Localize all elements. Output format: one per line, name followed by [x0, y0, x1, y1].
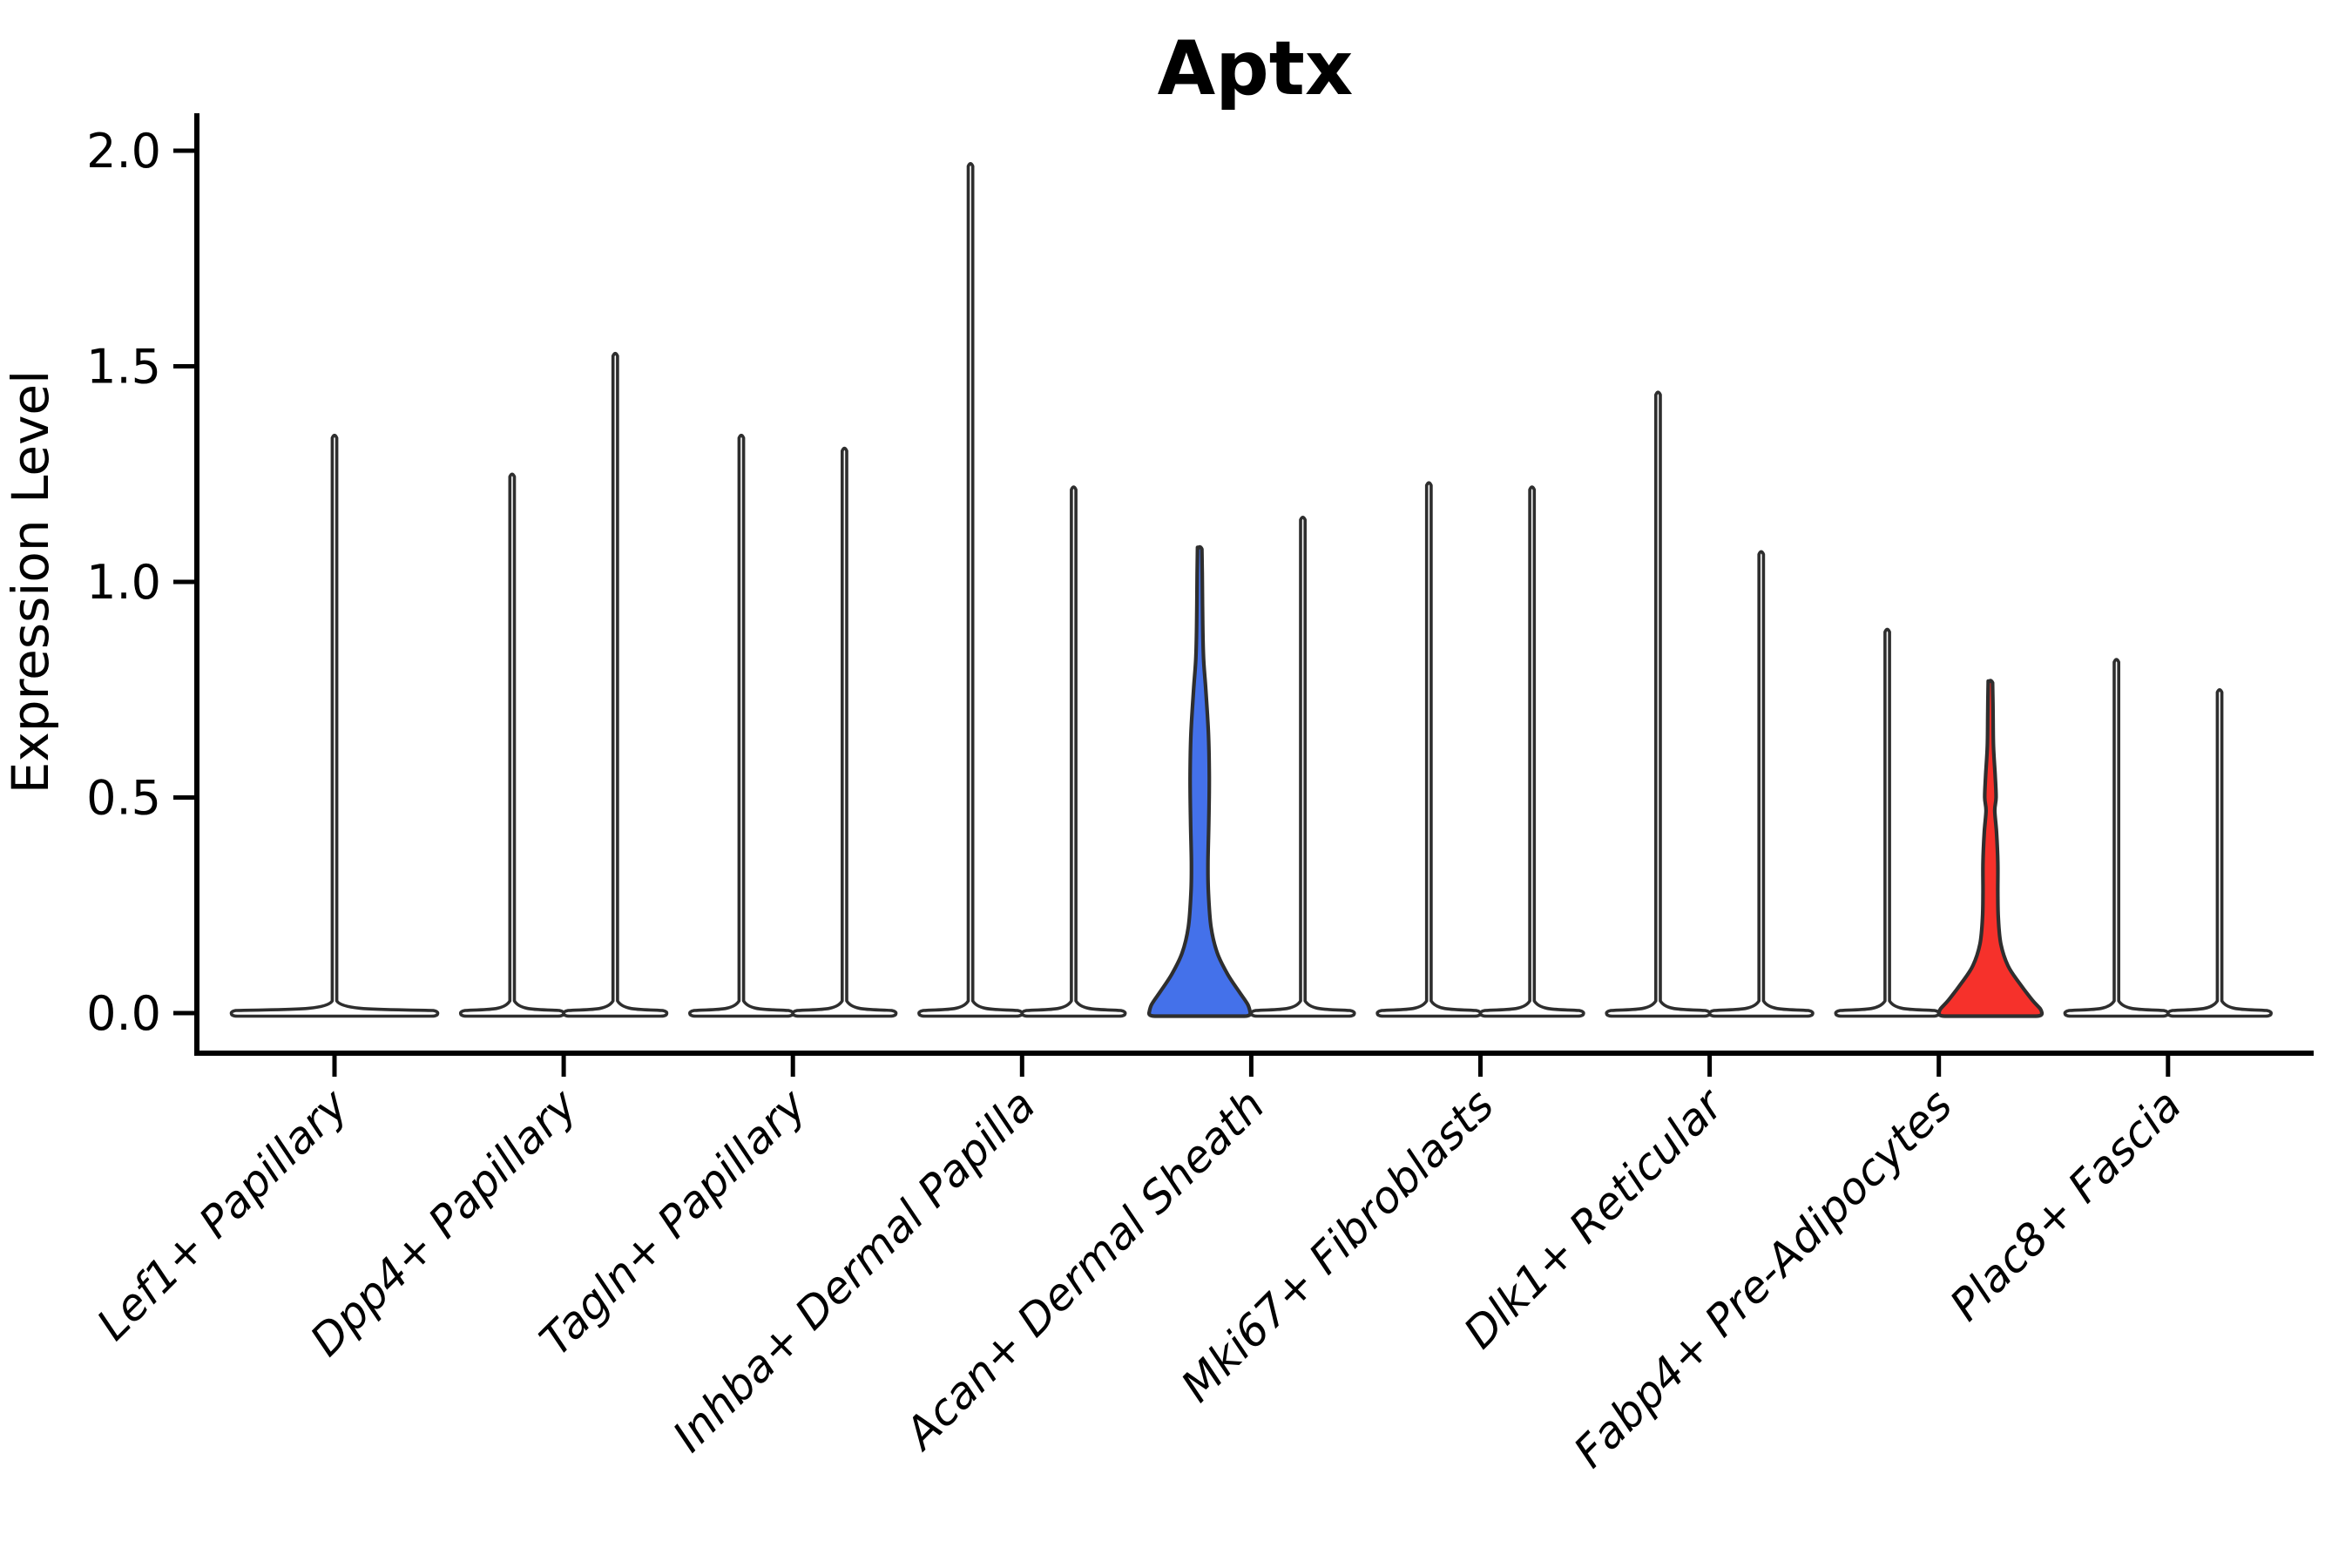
violin-inhba-dermal-papilla-left [917, 162, 1024, 1018]
x-tick-label: Fabp4+ Pre-Adipocytes [1565, 1079, 1963, 1477]
violin-dlk1-reticular-left [1605, 390, 1712, 1018]
violins-layer [229, 162, 2273, 1018]
x-tick-label: Inhba+ Dermal Papilla [663, 1079, 1044, 1461]
x-tick-label: Plac8+ Fascia [1940, 1079, 2191, 1330]
violin-acan-dermal-sheath-right [1249, 516, 1356, 1018]
violin-mki67-fibroblasts-left [1375, 481, 1483, 1018]
violin-dlk1-reticular-right [1707, 550, 1815, 1018]
y-tick-label: 1.0 [86, 555, 161, 610]
violin-plac8-fascia-left [2063, 658, 2170, 1018]
violin-lef1-papillary-full [229, 433, 440, 1018]
violin-dpp4-papillary-right [562, 351, 669, 1018]
violin-dpp4-papillary-left [458, 472, 565, 1018]
violin-fabp4-pre-adipocytes-right [1936, 679, 2044, 1018]
chart-title: Aptx [1158, 25, 1354, 112]
x-tick-label: Acan+ Dermal Sheath [894, 1079, 1274, 1460]
violin-inhba-dermal-papilla-right [1020, 485, 1127, 1018]
violin-fabp4-pre-adipocytes-left [1834, 627, 1941, 1018]
violin-acan-dermal-sheath-left [1146, 544, 1253, 1018]
y-tick-label: 1.5 [86, 340, 161, 395]
y-axis-label: Expression Level [1, 370, 60, 794]
x-tick-label: Lef1+ Papillary [87, 1078, 358, 1349]
y-tick-label: 0.5 [86, 771, 161, 826]
y-tick-label: 0.0 [86, 986, 161, 1041]
violin-plac8-fascia-right [2166, 688, 2273, 1018]
violin-mki67-fibroblasts-right [1478, 485, 1585, 1018]
violin-tagln-papillary-right [791, 446, 898, 1018]
violin-tagln-papillary-left [688, 433, 794, 1018]
y-tick-label: 2.0 [86, 124, 161, 179]
